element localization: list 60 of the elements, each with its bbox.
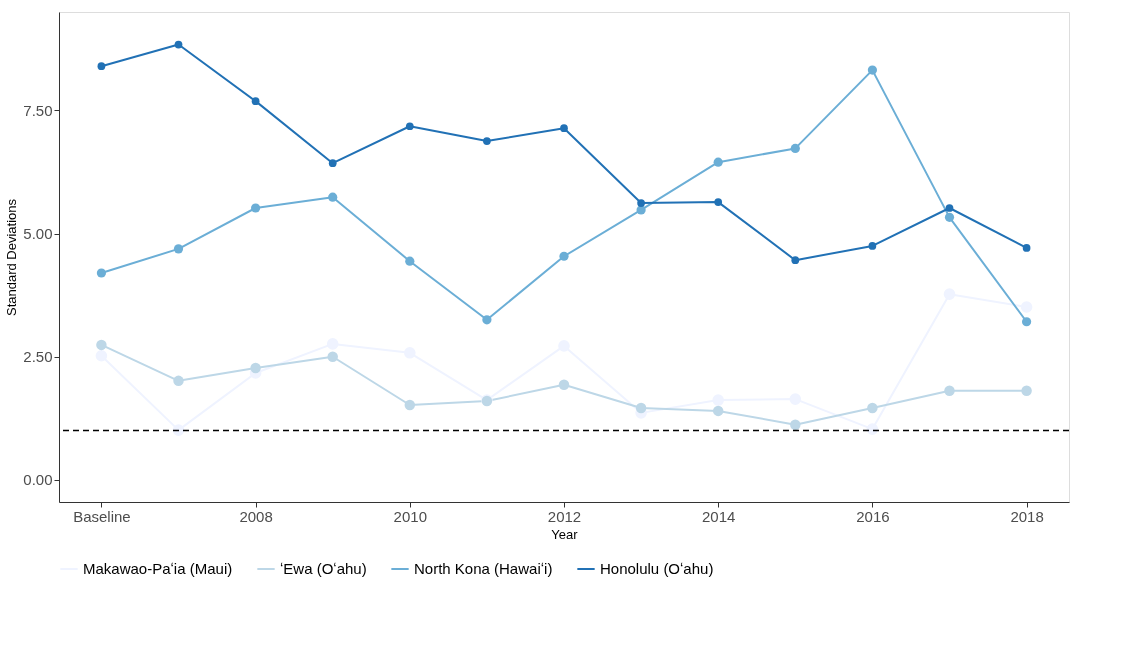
x-tick-label: 2010	[393, 507, 427, 525]
legend-label: Makawao-Paʻia (Maui)	[83, 560, 233, 577]
point	[483, 137, 491, 145]
point	[635, 402, 647, 414]
x-axis-title: Year	[551, 526, 579, 542]
y-tick-label: 7.50	[23, 101, 53, 119]
point	[866, 423, 879, 435]
x-tick-label: Baseline	[73, 507, 131, 525]
point	[326, 338, 339, 350]
x-tick-label: 2008	[239, 507, 273, 525]
point	[868, 242, 877, 250]
point	[559, 251, 569, 261]
x-tick-label: 2018	[1010, 507, 1044, 525]
x-tick-label: 2012	[547, 507, 582, 525]
point	[405, 122, 414, 131]
x-tick-label: 2014	[702, 507, 736, 525]
point	[404, 399, 416, 411]
point	[1021, 317, 1032, 327]
point	[482, 315, 492, 325]
point	[250, 362, 261, 374]
legend-label: North Kona (Hawaiʻi)	[414, 560, 553, 577]
point	[1022, 244, 1031, 252]
point	[250, 203, 261, 213]
point	[944, 212, 955, 222]
y-tick-label: 0.00	[23, 471, 53, 489]
point	[560, 124, 568, 133]
point	[790, 419, 801, 430]
y-tick-label: 2.50	[23, 348, 53, 366]
x-tick-label: 2016	[856, 507, 890, 525]
point	[328, 159, 337, 168]
point	[637, 199, 645, 207]
point	[96, 339, 107, 351]
point	[1021, 385, 1032, 396]
point	[174, 40, 183, 49]
point	[558, 379, 570, 391]
point	[173, 244, 184, 254]
point	[944, 385, 955, 396]
point	[867, 65, 878, 75]
y-tick-label: 5.00	[23, 225, 53, 243]
point	[327, 351, 338, 362]
point	[1020, 301, 1033, 313]
point	[790, 143, 800, 154]
point	[791, 256, 800, 265]
point	[97, 62, 106, 71]
point	[172, 424, 185, 436]
point	[945, 204, 954, 212]
point	[328, 192, 338, 202]
point	[251, 97, 260, 105]
point	[712, 405, 724, 417]
y-axis-title: Standard Deviations	[4, 198, 20, 317]
point	[713, 157, 723, 167]
legend-label: ʻEwa (Oʻahu)	[280, 560, 367, 577]
point	[714, 198, 723, 206]
point	[96, 268, 107, 278]
point	[173, 375, 184, 387]
point	[712, 394, 725, 406]
point	[95, 349, 108, 362]
point	[867, 402, 878, 414]
legend-label: Honolulu (Oʻahu)	[600, 560, 714, 577]
point	[405, 256, 415, 266]
